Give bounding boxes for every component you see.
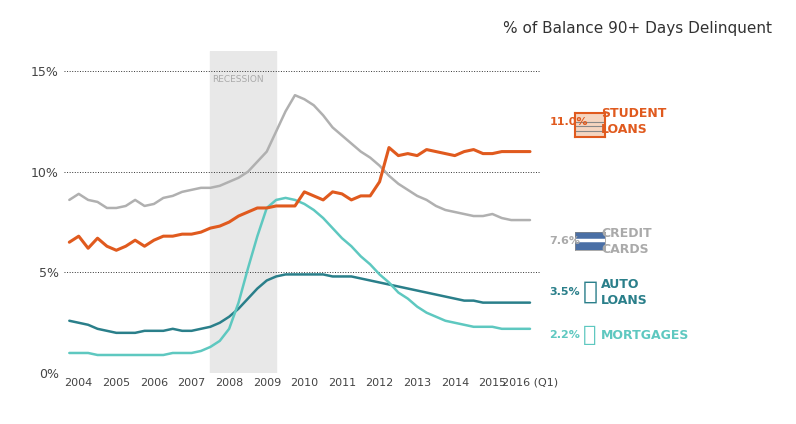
Text: AUTO
LOANS: AUTO LOANS	[601, 278, 648, 307]
Text: 🚗: 🚗	[583, 280, 597, 304]
Text: RECESSION: RECESSION	[213, 75, 263, 84]
Text: 11.0%: 11.0%	[549, 117, 587, 127]
Bar	[210, 51, 276, 373]
Text: % of Balance 90+ Days Delinquent: % of Balance 90+ Days Delinquent	[503, 21, 772, 36]
Text: 🏠: 🏠	[583, 325, 596, 345]
Text: 2.2%: 2.2%	[549, 330, 580, 340]
Text: CREDIT
CARDS: CREDIT CARDS	[601, 227, 652, 256]
Text: STUDENT
LOANS: STUDENT LOANS	[601, 107, 666, 137]
Text: MORTGAGES: MORTGAGES	[601, 329, 689, 342]
Text: 3.5%: 3.5%	[549, 287, 579, 297]
Text: 7.6%: 7.6%	[549, 236, 580, 246]
